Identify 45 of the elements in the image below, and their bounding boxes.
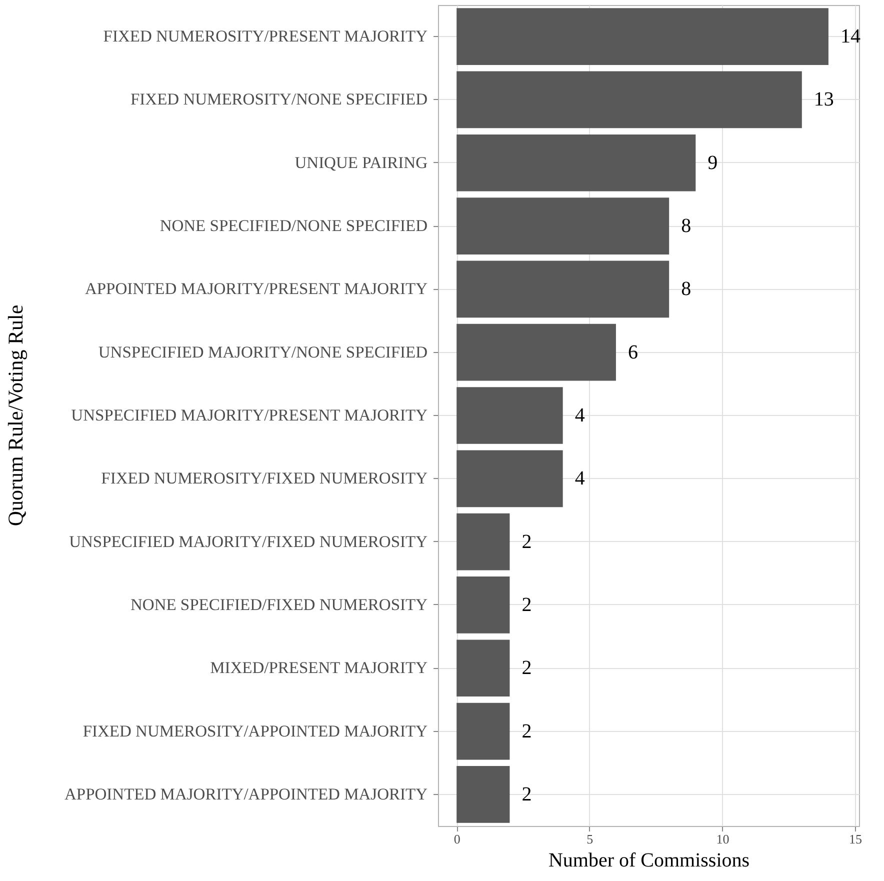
y-tick-label: FIXED NUMEROSITY/FIXED NUMEROSITY (101, 468, 428, 488)
x-tick-label: 5 (586, 832, 594, 846)
data-label: 8 (681, 278, 692, 300)
bar (456, 71, 802, 128)
bar (456, 513, 510, 570)
bar (456, 324, 616, 381)
y-tick-label: NONE SPECIFIED/FIXED NUMEROSITY (130, 594, 428, 614)
data-label: 2 (522, 594, 532, 616)
data-label: 2 (522, 657, 532, 680)
data-label: 2 (522, 783, 532, 806)
data-label: 6 (628, 341, 638, 364)
y-tick-label: UNSPECIFIED MAJORITY/FIXED NUMEROSITY (69, 532, 428, 551)
y-tick-label: UNSPECIFIED MAJORITY/PRESENT MAJORITY (71, 406, 428, 424)
data-label: 8 (681, 215, 692, 238)
x-tick-label: 15 (849, 832, 862, 846)
y-tick-label: UNSPECIFIED MAJORITY/NONE SPECIFIED (98, 342, 428, 362)
bar (456, 387, 563, 444)
x-tick-label: 10 (716, 832, 730, 846)
bar (456, 766, 510, 823)
bar (456, 134, 696, 192)
bar (456, 260, 670, 318)
data-label: 2 (522, 530, 532, 553)
data-label: 9 (708, 152, 718, 174)
y-tick-label: FIXED NUMEROSITY/PRESENT MAJORITY (103, 26, 428, 46)
data-label: 4 (574, 404, 585, 426)
y-tick-label: FIXED NUMEROSITY/NONE SPECIFIED (130, 90, 428, 109)
y-tick-label: MIXED/PRESENT MAJORITY (210, 658, 428, 678)
y-axis-title: Quorum Rule/Voting Rule (4, 304, 28, 526)
x-axis-title: Number of Commissions (548, 850, 750, 872)
data-label: 14 (840, 26, 860, 48)
data-label: 2 (522, 720, 532, 742)
bar (456, 576, 510, 634)
y-tick-label: NONE SPECIFIED/NONE SPECIFIED (160, 216, 428, 236)
bar (456, 702, 510, 760)
bar (456, 640, 510, 697)
y-tick-label: FIXED NUMEROSITY/APPOINTED MAJORITY (82, 721, 428, 740)
data-label: 13 (814, 88, 834, 111)
y-tick-label: APPOINTED MAJORITY/APPOINTED MAJORITY (64, 784, 428, 804)
bar (456, 450, 563, 508)
bar (456, 8, 828, 65)
bar (456, 198, 670, 254)
data-label: 4 (574, 468, 585, 490)
y-tick-label: APPOINTED MAJORITY/PRESENT MAJORITY (84, 279, 428, 298)
y-tick-label: UNIQUE PAIRING (294, 152, 428, 172)
x-tick-label: 0 (454, 832, 460, 846)
